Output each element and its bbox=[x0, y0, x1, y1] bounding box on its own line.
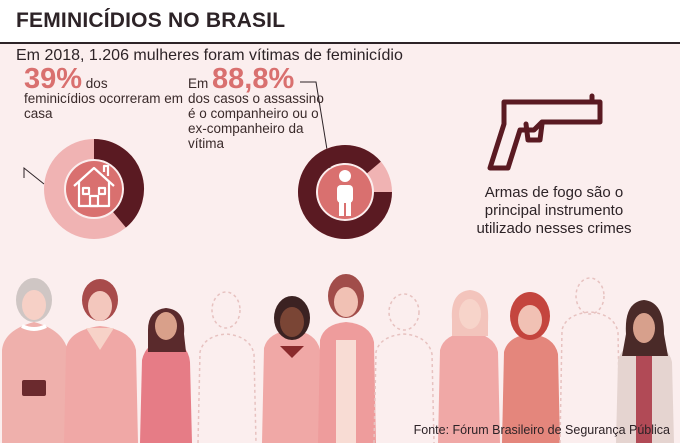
stat-home-text: 39% dos feminicídios ocorreram em casa bbox=[24, 65, 194, 122]
source-note: Fonte: Fórum Brasileiro de Segurança Púb… bbox=[413, 423, 670, 437]
stat-home-description: feminicídios ocorreram em casa bbox=[24, 91, 184, 121]
stat-partner-value: 88,8% bbox=[212, 63, 295, 95]
donut-chart-partner bbox=[298, 145, 392, 239]
stat-home-text-inline: dos bbox=[82, 76, 108, 91]
gun-icon bbox=[487, 93, 603, 171]
stat-partner-prefix: Em bbox=[188, 76, 213, 91]
woman-figure bbox=[2, 278, 68, 443]
woman-figure bbox=[502, 292, 560, 443]
woman-figure-outline bbox=[197, 291, 257, 443]
donut-chart-home bbox=[44, 139, 144, 239]
women-illustration bbox=[2, 274, 674, 443]
connector-line-home bbox=[23, 166, 45, 185]
woman-figure bbox=[140, 308, 192, 443]
stat-partner-description: dos casos o assassino é o companheiro ou… bbox=[188, 91, 324, 151]
donut-slice bbox=[298, 145, 392, 239]
title-rule bbox=[0, 42, 680, 44]
donut-slice bbox=[93, 139, 144, 228]
subtitle: Em 2018, 1.206 mulheres foram vítimas de… bbox=[16, 47, 403, 64]
stat-home-value: 39% bbox=[24, 63, 83, 95]
woman-figure bbox=[64, 279, 138, 443]
gun-caption: Armas de fogo são o principal instrument… bbox=[476, 184, 632, 237]
house-icon bbox=[73, 164, 115, 208]
title-bar bbox=[0, 0, 680, 44]
stat-partner-text: Em 88,8% dos casos o assassino é o compa… bbox=[188, 65, 328, 152]
connector-line-partner bbox=[300, 81, 331, 169]
woman-figure-outline bbox=[559, 277, 621, 443]
woman-figure bbox=[318, 274, 376, 443]
woman-figure bbox=[616, 300, 674, 443]
woman-figure-outline bbox=[373, 293, 435, 443]
person-icon bbox=[337, 170, 353, 216]
page-title: FEMINICÍDIOS NO BRASIL bbox=[16, 9, 286, 32]
woman-figure bbox=[262, 296, 322, 443]
woman-figure bbox=[438, 290, 500, 443]
